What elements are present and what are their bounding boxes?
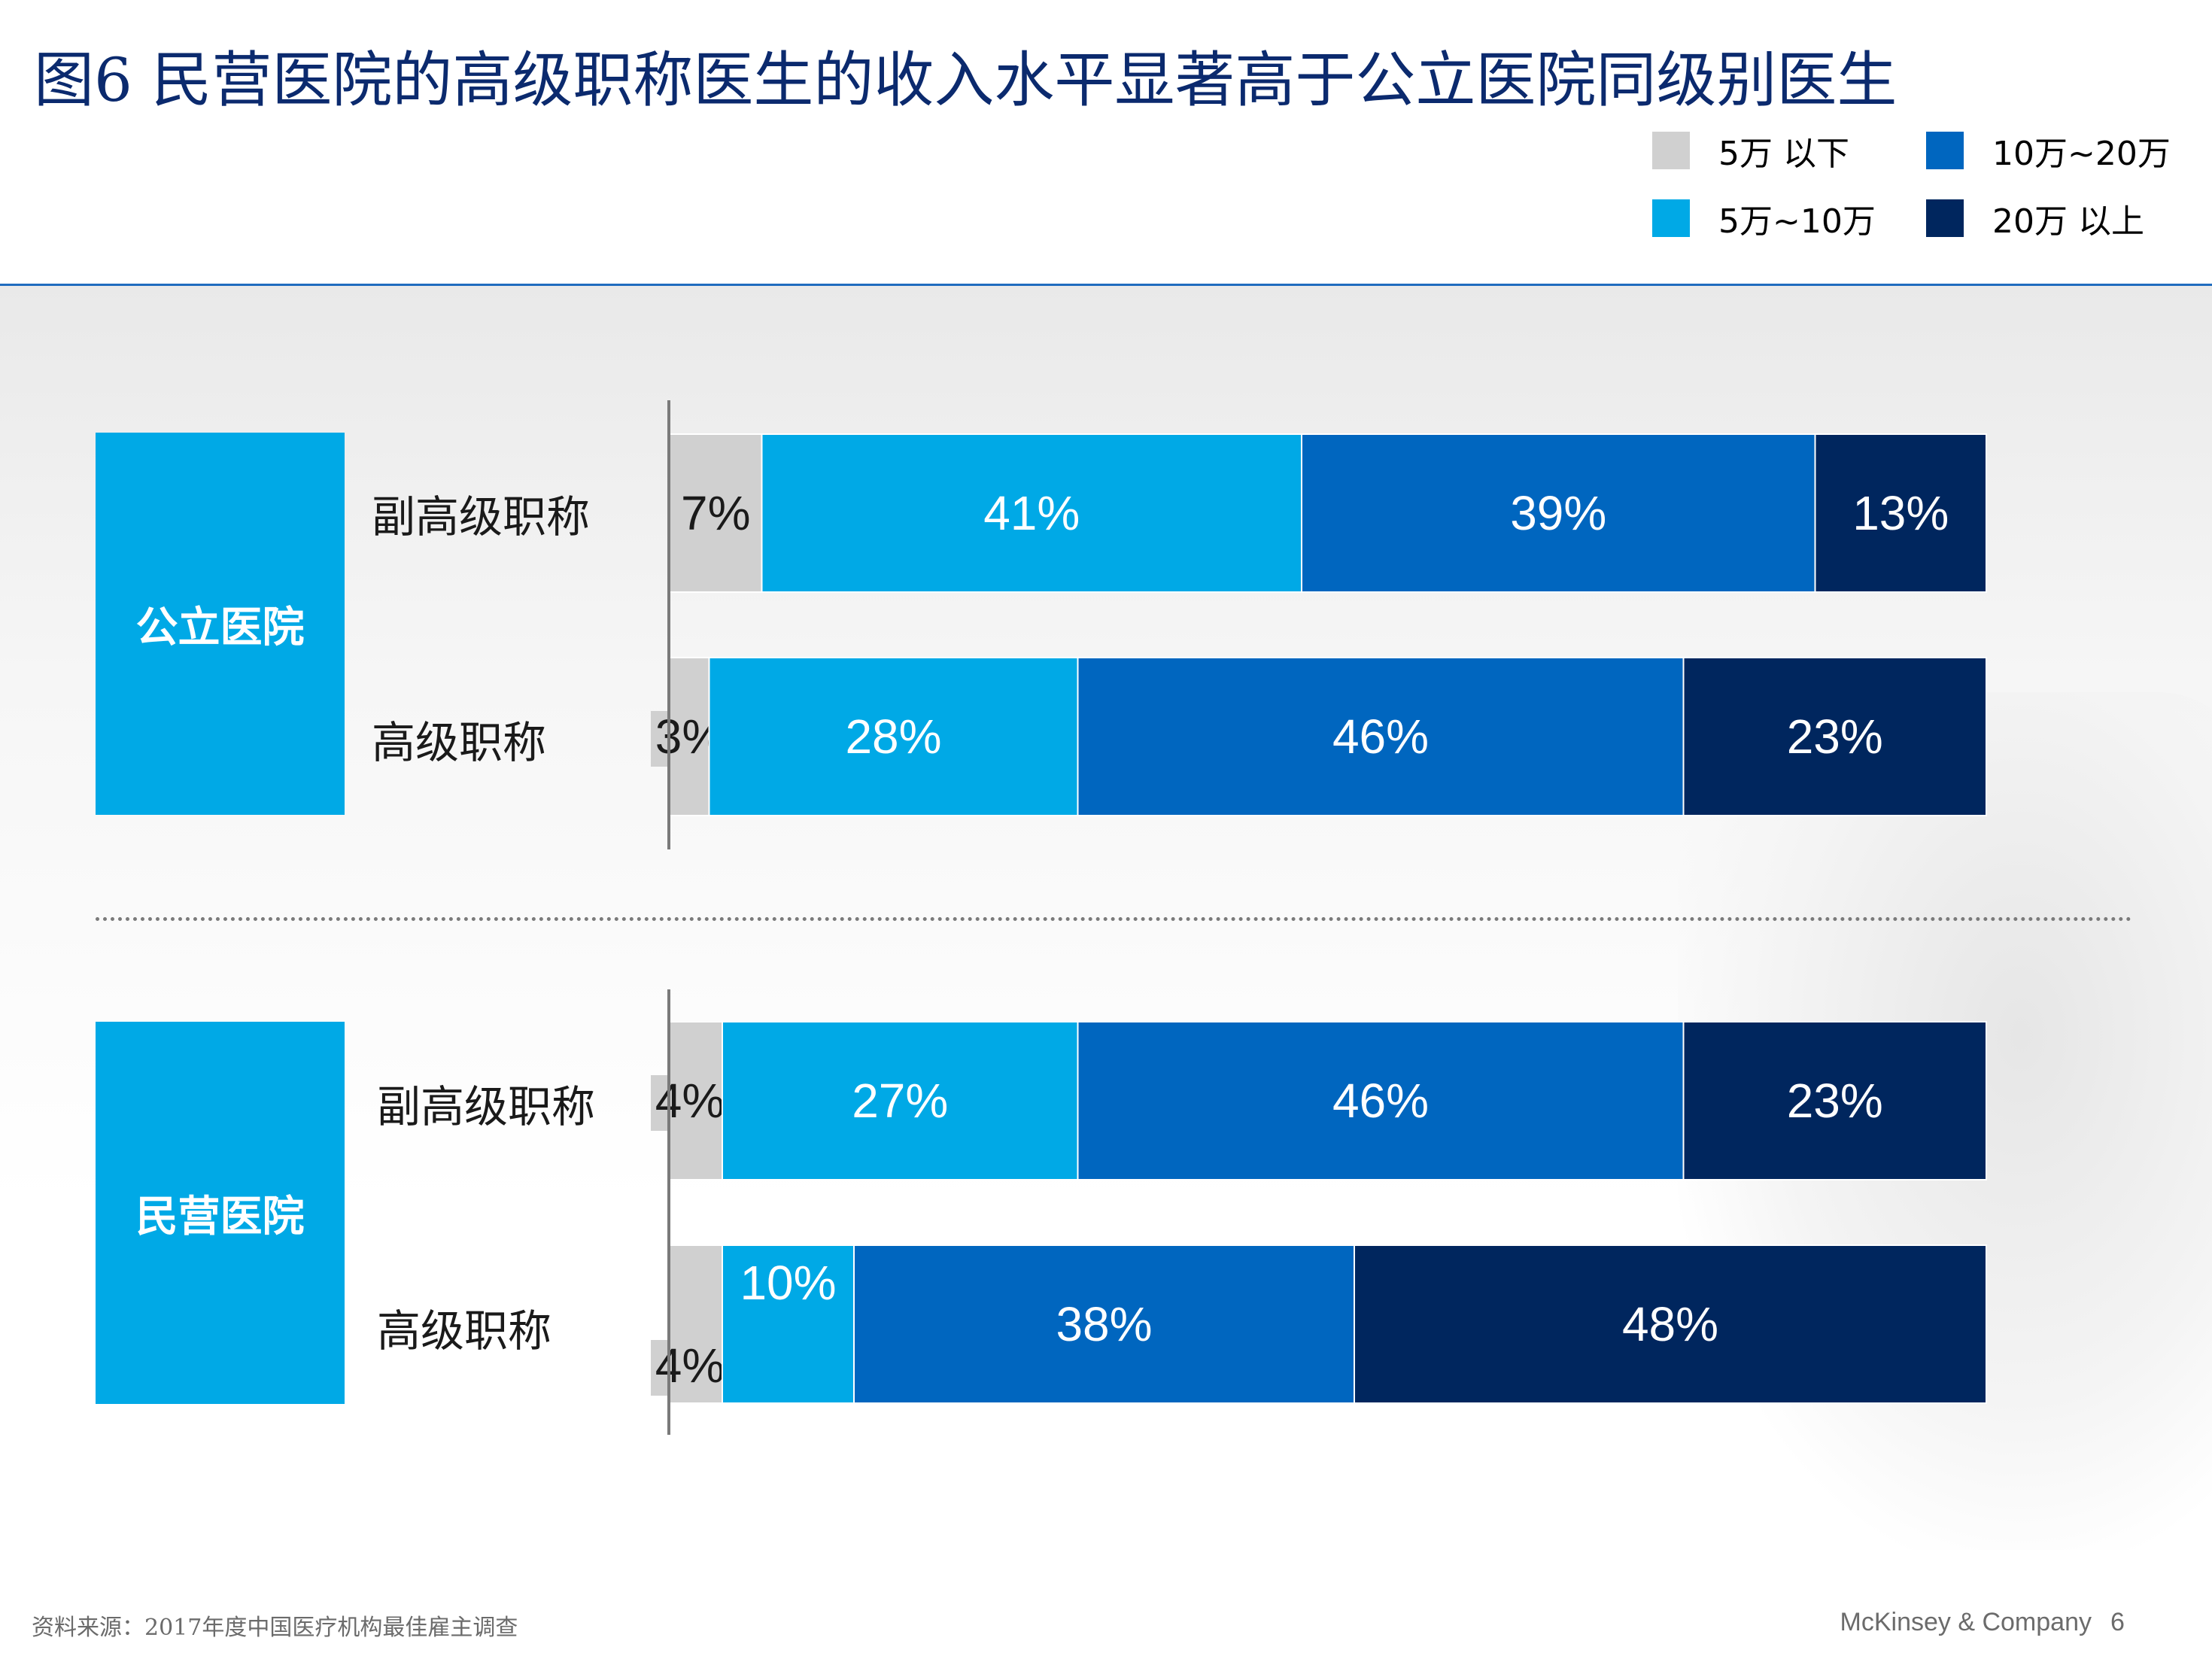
row-label-private-associate-senior: 副高级职称 [377,1081,596,1132]
bar-segment-row2-5w-10w [708,657,1079,816]
value-label-row1-over-20w: 13% [1852,486,1949,540]
axis-line-private [667,989,670,1435]
legend-swatch-10w-20w [1926,132,1964,169]
value-label-row3-under-5w: 4% [655,1074,725,1128]
value-label-row3-5w-10w: 27% [852,1074,948,1128]
group-divider [96,917,2132,921]
bar-segment-row4-over-20w [1354,1244,1987,1404]
legend-item-under-5w: 5万 以下 [1652,126,1849,175]
bar-segment-row2-10w-20w [1077,657,1685,816]
source-note: 资料来源：2017年度中国医疗机构最佳雇主调查 [32,1615,518,1641]
axis-line-public [667,400,670,849]
value-label-row3-over-20w: 23% [1787,1074,1883,1128]
legend-swatch-under-5w [1652,132,1690,169]
legend-swatch-5w-10w [1652,199,1690,237]
value-label-row1-5w-10w: 41% [983,486,1080,540]
row-label-private-senior: 高级职称 [377,1305,552,1357]
value-label-row3-10w-20w: 46% [1332,1074,1429,1128]
row-label-public-senior: 高级职称 [372,717,547,768]
value-label-row4-under-5w: 4% [655,1338,725,1393]
row-label-public-associate-senior: 副高级职称 [372,491,591,542]
value-label-row4-5w-10w: 10% [740,1256,836,1310]
bar-segment-row4-10w-20w [853,1244,1355,1404]
value-label-backdrop-row3 [651,1075,729,1131]
brand-name: McKinsey & Company [1840,1608,2092,1636]
legend-label-5w-10w: 5万~10万 [1718,202,1876,241]
page-number: 6 [2110,1608,2125,1636]
legend-item-5w-10w: 5万~10万 [1652,194,1876,242]
bar-segment-row1-under-5w [669,433,763,593]
bar-segment-row3-5w-10w [722,1021,1079,1180]
header-divider [0,284,2212,286]
bar-segment-row2-over-20w [1682,657,1987,816]
bar-segment-row3-over-20w [1682,1021,1987,1180]
legend-swatch-over-20w [1926,199,1964,237]
value-label-row4-over-20w: 48% [1622,1297,1718,1351]
legend-item-over-20w: 20万 以上 [1926,194,2144,242]
value-label-row2-5w-10w: 28% [845,709,941,764]
page-title: 图6 民营医院的高级职称医生的收入水平显著高于公立医院同级别医生 [34,45,1898,115]
bar-segment-row4-5w-10w [722,1244,855,1404]
legend-item-10w-20w: 10万~20万 [1926,126,2171,175]
value-label-backdrop-row4 [651,1340,729,1396]
group-label-private-hospital: 民营医院 [96,1022,345,1404]
legend-label-10w-20w: 10万~20万 [1992,135,2171,173]
value-label-row2-10w-20w: 46% [1332,709,1429,764]
group-label-public-hospital: 公立医院 [96,433,345,815]
value-label-row1-10w-20w: 39% [1510,486,1606,540]
bar-segment-row3-10w-20w [1077,1021,1685,1180]
bar-segment-row1-10w-20w [1301,433,1816,593]
legend-label-over-20w: 20万 以上 [1992,202,2144,241]
bar-segment-row1-5w-10w [761,433,1302,593]
legend-label-under-5w: 5万 以下 [1718,135,1849,173]
value-label-row2-over-20w: 23% [1787,709,1883,764]
bar-segment-row1-over-20w [1814,433,1987,593]
value-label-row4-10w-20w: 38% [1056,1297,1152,1351]
value-label-row1-under-5w: 7% [681,486,751,540]
